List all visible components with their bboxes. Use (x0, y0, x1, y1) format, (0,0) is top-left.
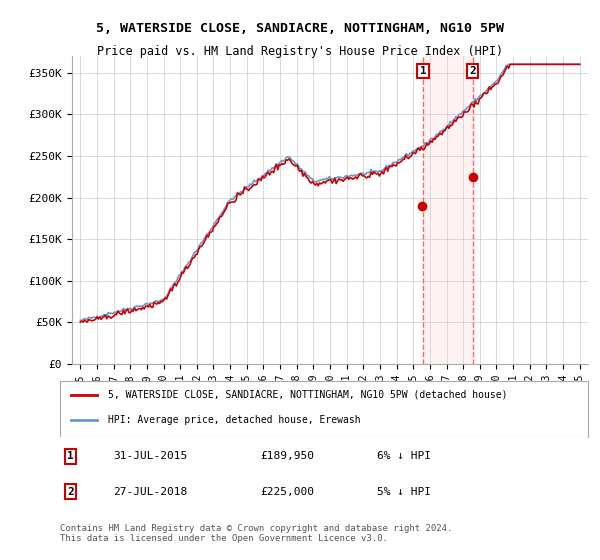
Text: 27-JUL-2018: 27-JUL-2018 (113, 487, 187, 497)
Text: £189,950: £189,950 (260, 451, 314, 461)
Text: HPI: Average price, detached house, Erewash: HPI: Average price, detached house, Erew… (107, 415, 360, 425)
Text: 31-JUL-2015: 31-JUL-2015 (113, 451, 187, 461)
Text: 2: 2 (469, 66, 476, 76)
Text: Price paid vs. HM Land Registry's House Price Index (HPI): Price paid vs. HM Land Registry's House … (97, 45, 503, 58)
Text: 1: 1 (419, 66, 427, 76)
Text: 6% ↓ HPI: 6% ↓ HPI (377, 451, 431, 461)
Text: 1: 1 (67, 451, 74, 461)
Text: 5% ↓ HPI: 5% ↓ HPI (377, 487, 431, 497)
Text: 5, WATERSIDE CLOSE, SANDIACRE, NOTTINGHAM, NG10 5PW: 5, WATERSIDE CLOSE, SANDIACRE, NOTTINGHA… (96, 22, 504, 35)
Text: £225,000: £225,000 (260, 487, 314, 497)
Text: 5, WATERSIDE CLOSE, SANDIACRE, NOTTINGHAM, NG10 5PW (detached house): 5, WATERSIDE CLOSE, SANDIACRE, NOTTINGHA… (107, 390, 507, 400)
Text: 2: 2 (67, 487, 74, 497)
Bar (423, 56, 473, 364)
Text: Contains HM Land Registry data © Crown copyright and database right 2024.
This d: Contains HM Land Registry data © Crown c… (60, 524, 452, 543)
